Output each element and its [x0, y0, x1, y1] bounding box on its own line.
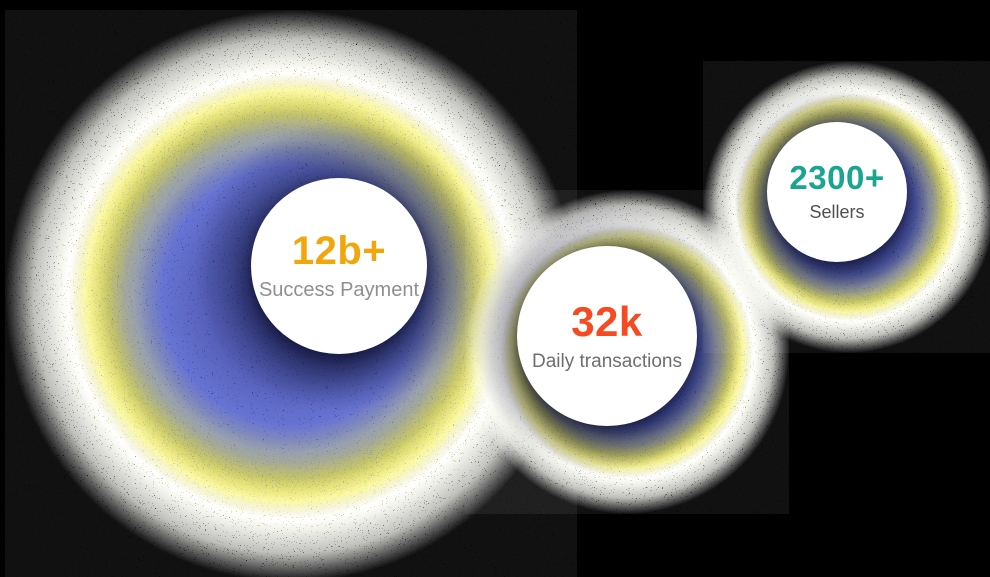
stat-card-daily-transactions: 32k Daily transactions	[517, 246, 697, 426]
stat-card-sellers: 2300+ Sellers	[767, 122, 907, 262]
stat-value-daily-transactions: 32k	[571, 297, 643, 345]
stat-label-daily-transactions: Daily transactions	[532, 350, 682, 372]
stat-card-success-payment: 12b+ Success Payment	[251, 178, 427, 354]
stat-value-sellers: 2300+	[789, 159, 885, 197]
stat-label-success-payment: Success Payment	[258, 279, 420, 301]
stat-value-success-payment: 12b+	[291, 229, 387, 273]
stat-label-sellers: Sellers	[809, 201, 865, 222]
